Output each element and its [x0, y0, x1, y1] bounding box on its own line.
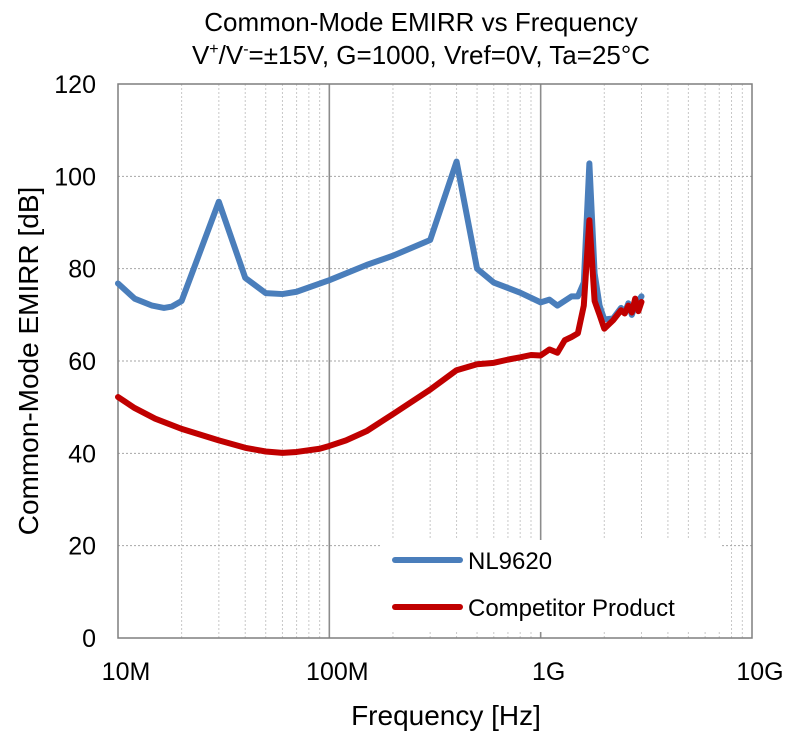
- subtitle-part-slash-v: /V: [219, 40, 244, 70]
- x-tick-label: 10M: [102, 658, 151, 686]
- series-layer: [115, 158, 645, 456]
- chart-title: Common-Mode EMIRR vs Frequency: [204, 7, 637, 37]
- y-tick-label: 20: [68, 533, 96, 561]
- subtitle-sup-plus: +: [209, 41, 218, 58]
- plot-area-frame: [117, 83, 753, 639]
- chart-subtitle: V+/V-=±15V, G=1000, Vref=0V, Ta=25°C: [192, 40, 650, 70]
- y-tick-label: 0: [82, 625, 96, 653]
- legend-label-nl9620: NL9620: [468, 548, 552, 575]
- subtitle-part-v: V: [192, 40, 210, 70]
- series-line-competitor: [115, 217, 645, 456]
- y-tick-label: 40: [68, 440, 96, 468]
- y-tick-label: 100: [54, 163, 96, 191]
- y-tick-label: 80: [68, 256, 96, 284]
- x-tick-label: 1G: [532, 658, 565, 686]
- subtitle-part-conditions: =±15V, G=1000, Vref=0V, Ta=25°C: [249, 40, 651, 70]
- y-axis-label: Common-Mode EMIRR [dB]: [13, 187, 44, 536]
- legend-box: [380, 540, 722, 632]
- y-tick-label: 60: [68, 348, 96, 376]
- x-tick-label: 10G: [736, 658, 783, 686]
- x-axis-ticks: 10M 100M 1G 10G: [102, 658, 784, 686]
- x-tick-label: 100M: [306, 658, 369, 686]
- legend-label-competitor: Competitor Product: [468, 595, 675, 622]
- y-axis-ticks: 0 20 40 60 80 100 120: [54, 71, 96, 653]
- legend: NL9620 Competitor Product: [380, 540, 722, 632]
- subtitle-sup-minus: -: [243, 41, 248, 58]
- x-axis-label: Frequency [Hz]: [351, 700, 541, 731]
- y-tick-label: 120: [54, 71, 96, 99]
